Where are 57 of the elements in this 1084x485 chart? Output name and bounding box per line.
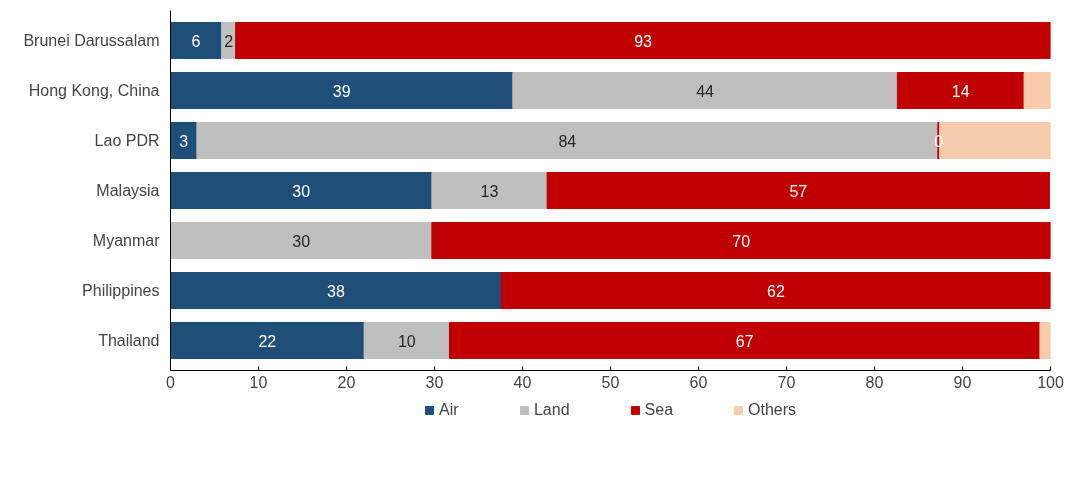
data-label: 70 [732,232,751,250]
x-tick-label: 40 [513,373,532,391]
legend-label: Land [533,401,570,419]
data-label: 67 [735,332,754,350]
x-tick-label: 30 [425,373,444,391]
bar [170,222,433,259]
bar [512,72,898,109]
legend-label: Others [748,401,797,419]
bar [431,172,548,209]
data-label: 30 [292,232,311,250]
bar [170,22,223,59]
x-tick-label: 90 [953,373,972,391]
x-tick-label: 60 [689,373,708,391]
y-tick-label: Philippines [82,282,160,299]
legend-label: Sea [644,401,674,419]
legend-label: Air [438,401,459,419]
data-label: 14 [951,82,970,100]
data-label: 93 [634,32,653,50]
bar [500,272,1051,309]
bar [170,272,502,309]
data-label: 39 [332,82,351,100]
bar [448,322,1041,359]
data-label: 84 [558,132,577,150]
x-tick-label: 50 [601,373,620,391]
y-tick-label: Malaysia [96,182,160,199]
y-tick-label: Thailand [98,332,160,349]
data-label: 57 [789,182,808,200]
data-label: 62 [767,282,785,300]
data-label: 6 [191,32,201,50]
bar [896,72,1025,109]
bar [431,222,1051,259]
data-label: 13 [480,182,499,200]
data-label: 22 [258,332,277,350]
x-tick-label: 10 [249,373,268,391]
bar [170,322,365,359]
data-label: 30 [292,182,311,200]
y-tick-label: Brunei Darussalam [23,32,160,49]
bar [1039,322,1051,359]
bar [170,72,514,109]
x-tick-label: 100 [1037,373,1064,391]
bar [546,172,1051,209]
data-label: 38 [327,282,345,300]
y-tick-label: Lao PDR [94,132,160,149]
data-label: 44 [696,82,715,100]
y-tick-label: Hong Kong, China [28,82,160,99]
x-tick-label: 80 [865,373,884,391]
bar [170,172,433,209]
x-tick-label: 0 [166,373,176,391]
bar [363,322,450,359]
x-tick-label: 70 [777,373,796,391]
data-label: 2 [224,32,234,50]
y-tick-label: Myanmar [92,232,161,249]
bar [1023,72,1051,109]
bar [235,22,1051,59]
data-label: 10 [397,332,416,350]
data-label: 3 [179,132,189,150]
x-tick-label: 20 [337,373,356,391]
